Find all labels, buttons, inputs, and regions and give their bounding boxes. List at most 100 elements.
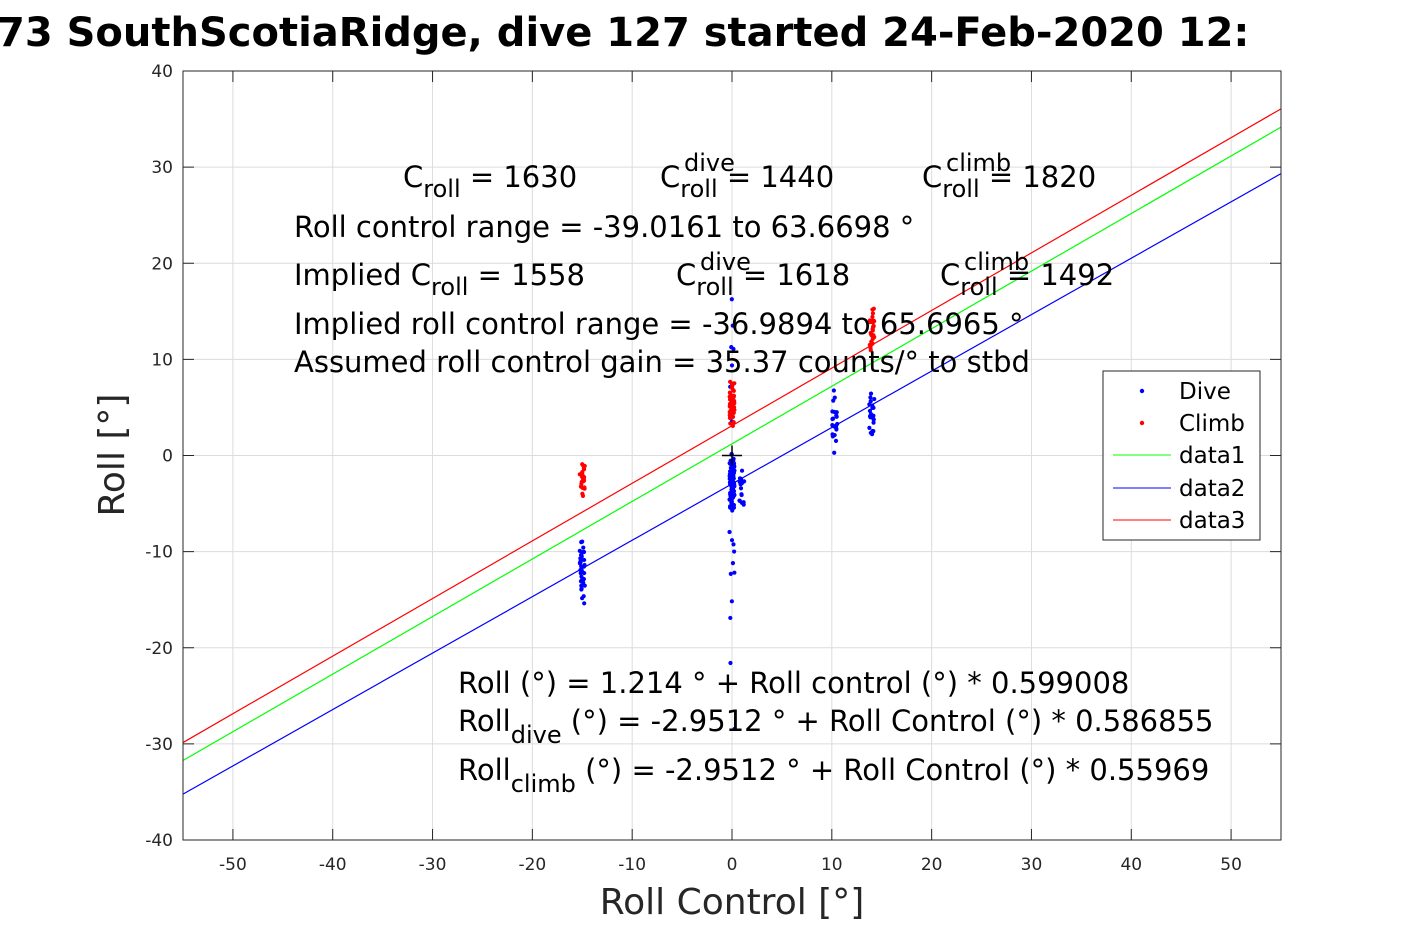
data-point-dive bbox=[582, 601, 587, 606]
data-point-climb bbox=[868, 348, 873, 353]
data-point-climb bbox=[730, 402, 735, 407]
y-tick-label: 10 bbox=[151, 350, 173, 370]
data-point-dive bbox=[728, 615, 733, 621]
data-point-dive bbox=[831, 388, 836, 393]
annotation-fit-climb: Rollclimb (°) = -2.9512 ° + Roll Control… bbox=[458, 753, 1209, 798]
data-point-dive bbox=[580, 550, 585, 555]
data-point-dive bbox=[870, 428, 875, 434]
data-point-dive bbox=[730, 464, 735, 469]
data-point-climb bbox=[580, 472, 585, 477]
data-point-dive bbox=[731, 502, 737, 508]
data-point-dive bbox=[870, 405, 875, 411]
data-point-dive bbox=[867, 402, 872, 407]
y-tick-label: -30 bbox=[145, 735, 173, 755]
data-point-dive bbox=[728, 504, 733, 509]
x-tick-label: 0 bbox=[727, 855, 738, 875]
x-tick-label: 30 bbox=[1021, 855, 1043, 875]
data-point-dive bbox=[731, 473, 736, 479]
annotation-gain: Assumed roll control gain = 35.37 counts… bbox=[294, 345, 1030, 379]
annotation-fit-all: Roll (°) = 1.214 ° + Roll control (°) * … bbox=[458, 666, 1129, 700]
x-tick-label: 10 bbox=[821, 855, 843, 875]
legend: Dive Climb data1 data2 data3 bbox=[1102, 370, 1261, 541]
chart-title: 73 SouthScotiaRidge, dive 127 started 24… bbox=[0, 10, 1249, 56]
data-point-climb bbox=[730, 387, 736, 392]
data-point-climb bbox=[869, 319, 874, 324]
data-point-climb bbox=[870, 314, 875, 319]
x-tick-label: -50 bbox=[219, 855, 247, 875]
data-point-dive bbox=[830, 433, 836, 438]
y-tick-label: -40 bbox=[145, 831, 173, 851]
annotation-c-roll-climb-sup: climb bbox=[946, 149, 1011, 177]
legend-marker-climb bbox=[1139, 420, 1145, 426]
annotation-c-roll-dive-sup: dive bbox=[684, 149, 735, 177]
x-ticks: -50 -40 -30 -20 -10 0 10 20 30 40 50 bbox=[219, 71, 1242, 875]
data-point-dive bbox=[830, 416, 835, 422]
data-point-dive bbox=[737, 479, 742, 484]
data-point-dive bbox=[868, 412, 874, 417]
origin-crosshair bbox=[722, 445, 742, 466]
annotation-range: Roll control range = -39.0161 to 63.6698… bbox=[294, 210, 914, 244]
data-point-climb bbox=[868, 332, 874, 337]
data-point-dive bbox=[728, 571, 733, 576]
legend-label-data3: data3 bbox=[1179, 508, 1245, 534]
x-tick-label: -20 bbox=[518, 855, 546, 875]
data-point-dive bbox=[578, 557, 583, 562]
data-point-dive bbox=[871, 420, 876, 425]
legend-label-data1: data1 bbox=[1179, 443, 1245, 469]
annotation-implied-c-roll-climb: Croll = 1492 bbox=[940, 258, 1114, 301]
y-tick-label: 30 bbox=[151, 158, 173, 178]
data-point-climb bbox=[581, 478, 586, 484]
annotation-implied-c-roll-dive: Croll = 1618 bbox=[676, 258, 850, 301]
data-point-climb bbox=[870, 326, 875, 332]
legend-label-data2: data2 bbox=[1179, 476, 1245, 502]
scatter-points bbox=[577, 297, 877, 732]
y-tick-label: 40 bbox=[151, 62, 173, 82]
data-point-dive bbox=[868, 391, 874, 396]
data-point-dive bbox=[741, 500, 746, 505]
data-point-climb bbox=[580, 493, 586, 498]
data-point-dive bbox=[730, 323, 735, 328]
legend-label-dive: Dive bbox=[1179, 379, 1231, 405]
data-point-dive bbox=[731, 542, 736, 547]
data-point-dive bbox=[727, 529, 732, 535]
data-point-dive bbox=[834, 413, 839, 418]
data-point-dive bbox=[867, 408, 873, 414]
data-point-climb bbox=[580, 462, 585, 467]
data-point-climb bbox=[579, 481, 584, 487]
data-point-dive bbox=[729, 345, 734, 350]
data-point-dive bbox=[832, 395, 837, 400]
data-point-dive bbox=[729, 495, 734, 500]
data-point-dive bbox=[738, 486, 744, 491]
data-point-dive bbox=[737, 498, 742, 503]
data-point-dive bbox=[872, 396, 877, 402]
data-point-dive bbox=[727, 469, 733, 474]
data-point-climb bbox=[729, 394, 734, 399]
data-point-dive bbox=[868, 395, 873, 400]
data-point-dive bbox=[732, 549, 737, 554]
annotation-implied-c-roll-dive-sup: dive bbox=[700, 248, 751, 276]
annotation-implied-c-roll-climb-sup: climb bbox=[964, 248, 1029, 276]
data-point-dive bbox=[728, 660, 733, 666]
y-tick-label: -10 bbox=[145, 543, 173, 563]
annotation-c-roll: Croll = 1630 bbox=[403, 160, 577, 203]
data-point-dive bbox=[742, 479, 747, 484]
data-point-dive bbox=[732, 570, 737, 575]
data-point-dive bbox=[579, 564, 584, 569]
data-point-climb bbox=[871, 306, 876, 311]
y-ticks: -40 -30 -20 -10 0 10 20 30 40 bbox=[145, 62, 1281, 851]
y-tick-label: -20 bbox=[145, 639, 173, 659]
annotations: Croll = 1630 Croll = 1440 dive Croll = 1… bbox=[294, 149, 1213, 798]
data-point-dive bbox=[730, 561, 736, 566]
annotation-c-roll-dive: Croll = 1440 bbox=[660, 160, 834, 203]
x-tick-label: -10 bbox=[618, 855, 646, 875]
data-point-climb bbox=[728, 421, 733, 426]
data-point-climb bbox=[731, 420, 736, 425]
data-point-dive bbox=[729, 363, 735, 368]
data-point-dive bbox=[730, 490, 735, 495]
y-tick-label: 20 bbox=[151, 254, 173, 274]
data-point-dive bbox=[833, 438, 839, 444]
x-tick-label: -40 bbox=[319, 855, 347, 875]
data-point-dive bbox=[730, 487, 736, 492]
legend-label-climb: Climb bbox=[1179, 411, 1245, 437]
